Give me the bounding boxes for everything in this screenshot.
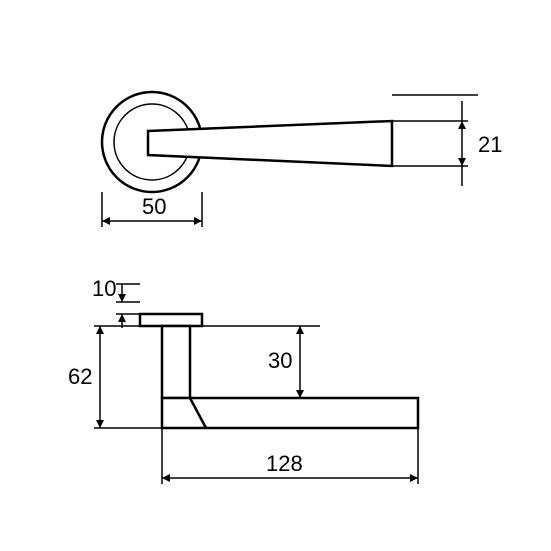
side-lever-arm [162, 398, 418, 428]
dim-10-label: 10 [92, 276, 116, 301]
dim-50-label: 50 [142, 194, 166, 219]
side-stem [162, 326, 190, 398]
technical-drawing: 50 21 10 62 30 128 [0, 0, 551, 551]
dim-21-label: 21 [478, 132, 502, 157]
dim-128-label: 128 [266, 451, 303, 476]
dim-62-label: 62 [68, 364, 92, 389]
dim-30-label: 30 [268, 348, 292, 373]
top-lever [148, 121, 392, 166]
side-base-plate [140, 314, 202, 326]
